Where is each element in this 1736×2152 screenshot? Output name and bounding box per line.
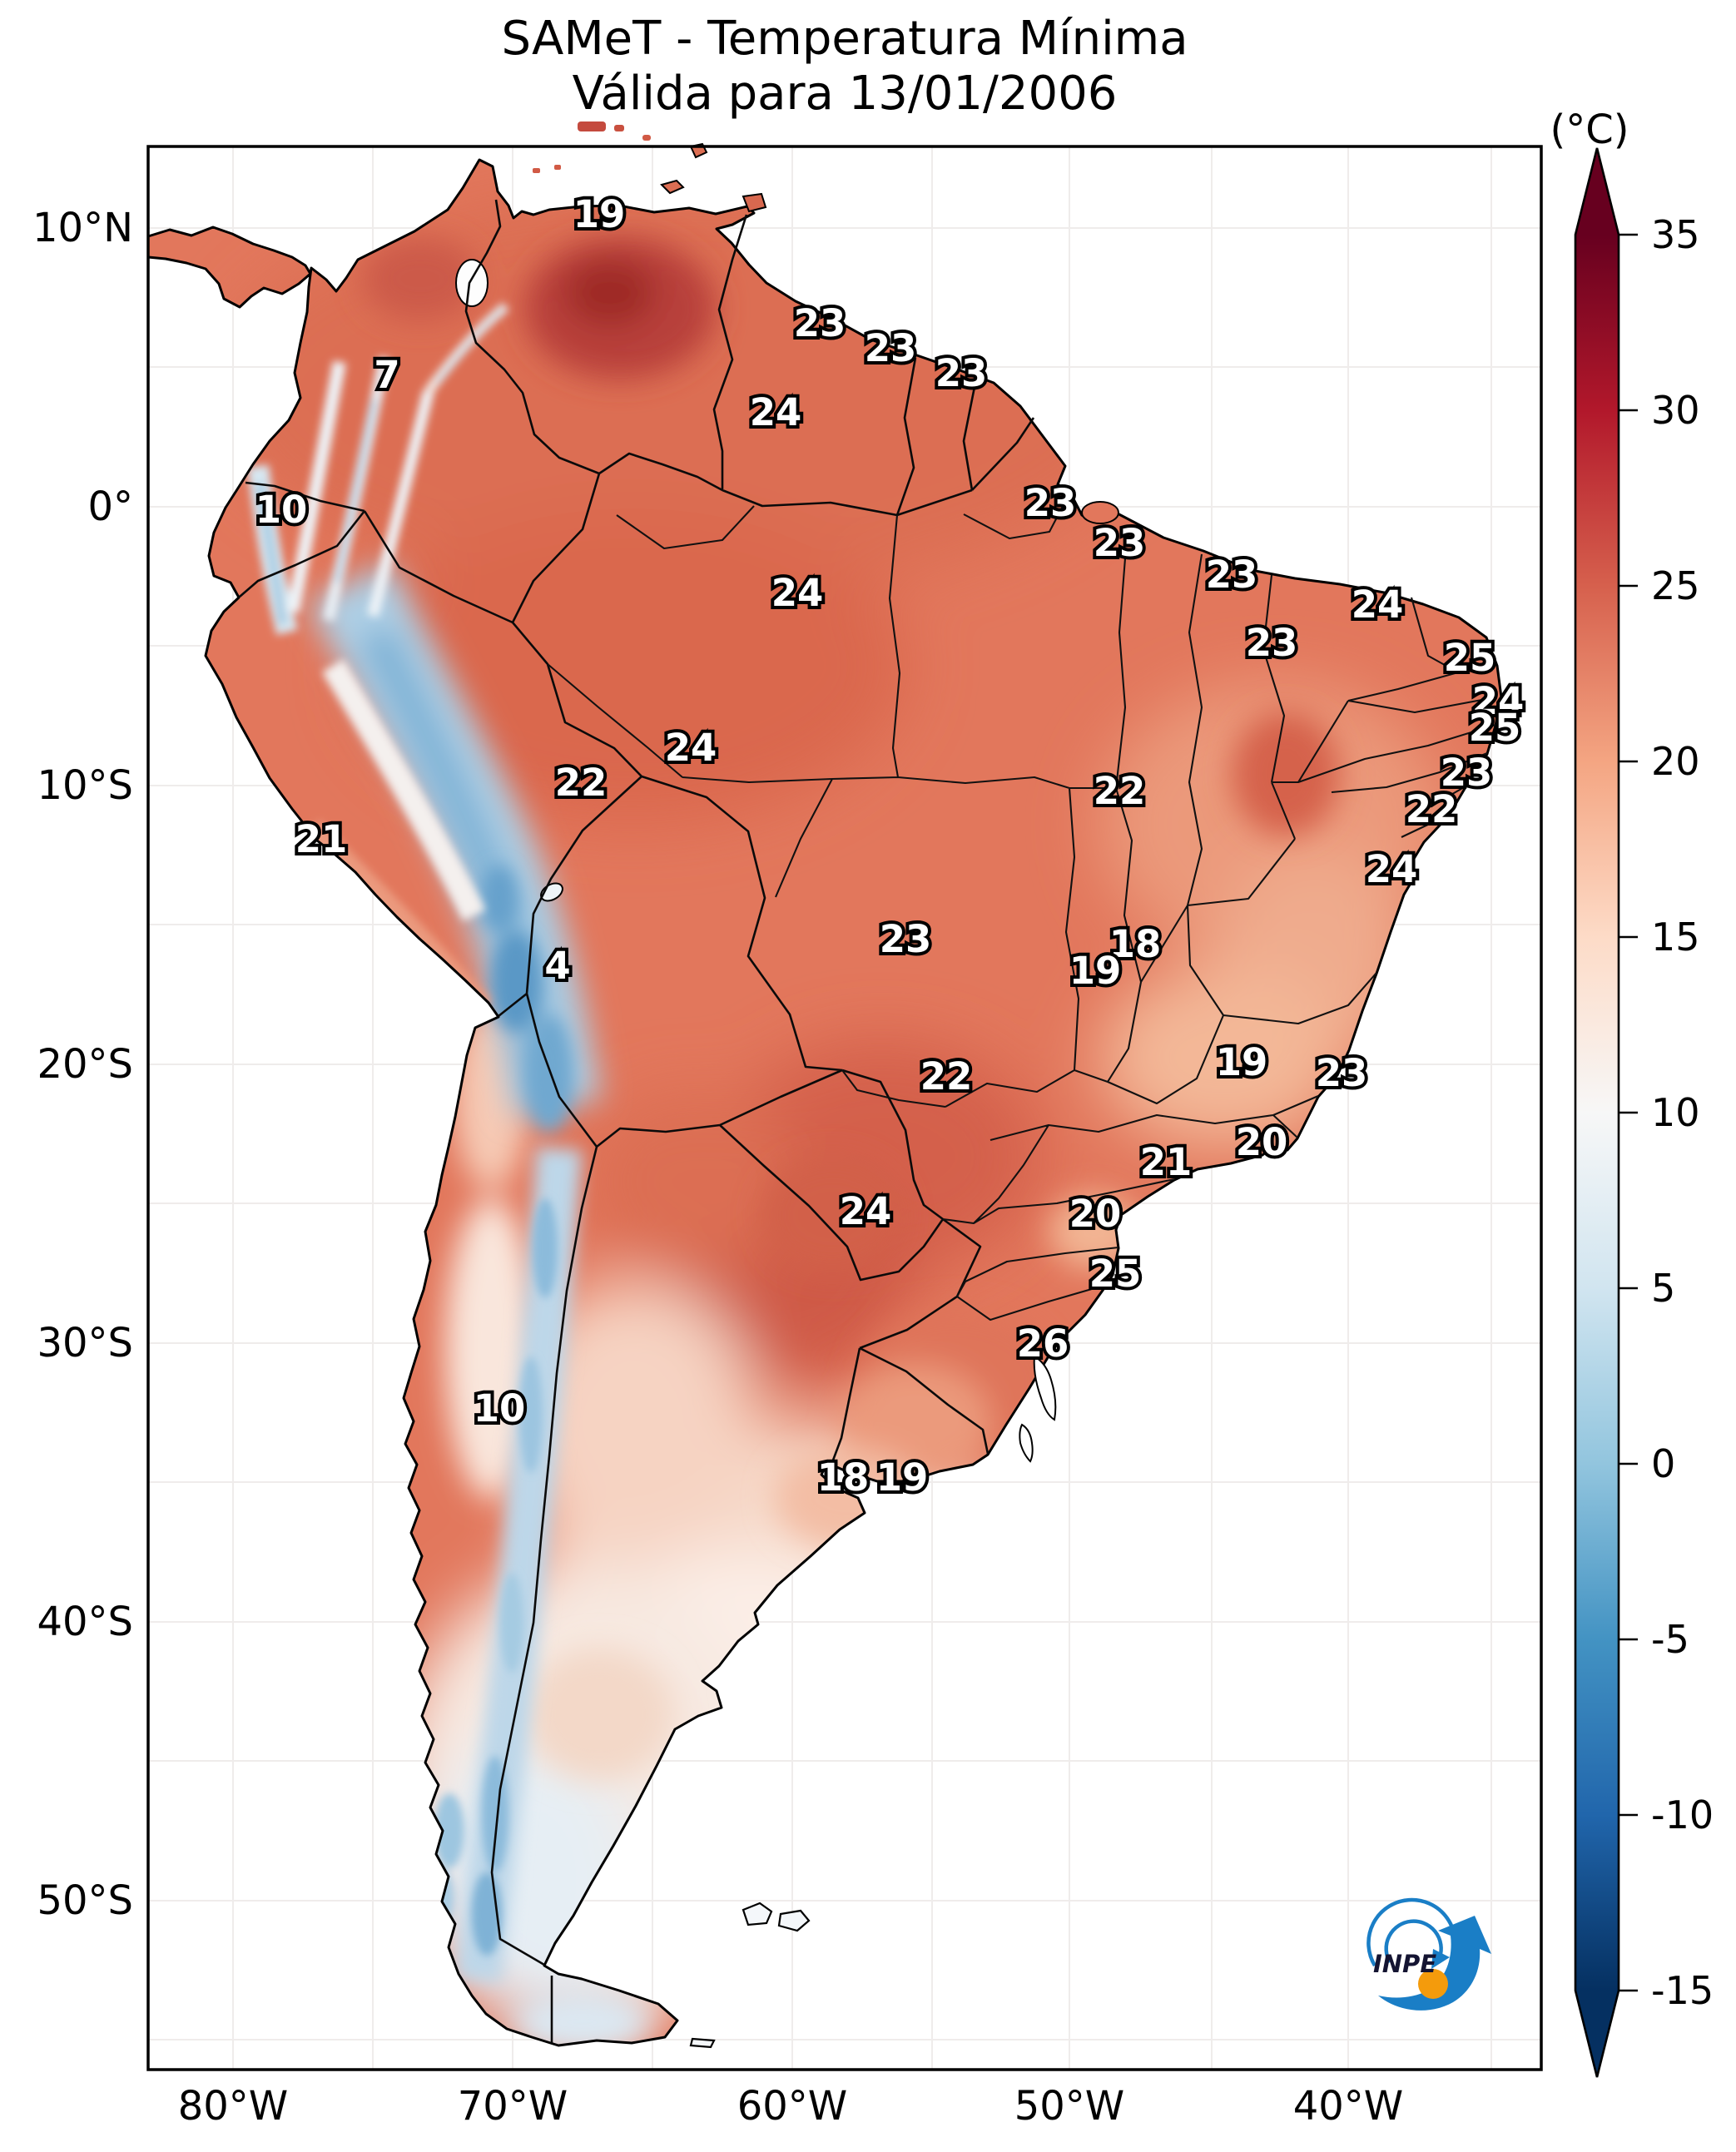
map-temp-label: 10 — [255, 488, 308, 532]
state-borders — [547, 491, 1496, 1321]
map-temp-label: 25 — [1444, 636, 1496, 680]
map-temp-label: 7 — [374, 353, 399, 397]
map-temp-label: 23 — [1024, 481, 1077, 525]
map-temp-label: 24 — [840, 1189, 892, 1233]
map-temp-label: 22 — [1094, 769, 1146, 813]
map-temp-label: 19 — [1069, 949, 1122, 993]
map-temp-label: 23 — [794, 301, 846, 345]
lat-tick-label: 50°S — [37, 1877, 133, 1924]
colorbar-tick-label: 5 — [1651, 1266, 1676, 1311]
colorbar-unit-label: (°C) — [1550, 107, 1629, 153]
inpe-logo-text: INPE — [1373, 1950, 1436, 1978]
map-temp-label: 10 — [474, 1386, 526, 1431]
lagoa-dos-patos — [1033, 1355, 1057, 1421]
lat-tick-label: 20°S — [37, 1041, 133, 1088]
colorbar-tick-label: 20 — [1651, 739, 1700, 784]
lat-tick-label: 40°S — [37, 1599, 133, 1645]
inpe-sun-icon — [1418, 1969, 1448, 1999]
map-temp-label: 25 — [1469, 706, 1521, 750]
map-temp-label: 23 — [880, 917, 932, 961]
map-temp-label: 26 — [1017, 1321, 1069, 1366]
map-temp-label: 23 — [1206, 553, 1258, 597]
map-temp-label: 23 — [1316, 1051, 1368, 1095]
title-line-2: Válida para 13/01/2006 — [572, 67, 1118, 121]
lon-tick-label: 40°W — [1292, 2083, 1404, 2130]
lat-tick-label: 0° — [87, 483, 133, 530]
lat-tick-label: 10°N — [32, 205, 133, 251]
map-temp-label: 18 — [1109, 922, 1162, 966]
map-temp-label: 20 — [1236, 1120, 1288, 1164]
caribbean-islands — [533, 121, 767, 213]
map-temp-label: 19 — [876, 1455, 929, 1500]
map-temp-label: 22 — [920, 1054, 973, 1098]
map-temp-label: 24 — [750, 390, 802, 434]
coastline — [147, 158, 1503, 2047]
lake-maracaibo — [455, 259, 489, 307]
inpe-swoosh-inner-icon — [1384, 1919, 1443, 1964]
map-temp-label: 24 — [1352, 583, 1404, 627]
map-temp-label: 19 — [1216, 1040, 1268, 1084]
colorbar — [1574, 147, 1638, 2078]
lon-tick-label: 50°W — [1014, 2083, 1125, 2130]
map-temp-label: 21 — [1140, 1140, 1193, 1184]
colorbar-tick-label: -5 — [1651, 1617, 1689, 1662]
colorbar-tick-label: 30 — [1651, 388, 1700, 433]
inpe-logo: INPE — [1366, 1897, 1491, 2011]
map-temp-label: 4 — [544, 944, 570, 988]
falkland-islands — [689, 1902, 811, 2049]
land-temperature-field — [147, 121, 1503, 2049]
inpe-arrow-icon — [1378, 1916, 1491, 2011]
lagoa-mirim — [1019, 1423, 1034, 1463]
map-frame — [146, 145, 1543, 2071]
colorbar-tick-label: 25 — [1651, 563, 1700, 608]
colorbar-tick-label: -15 — [1651, 1968, 1714, 2013]
map-temp-label: 24 — [1472, 679, 1525, 723]
lon-tick-label: 70°W — [457, 2083, 568, 2130]
map-temp-label: 22 — [1406, 787, 1458, 831]
map-temp-label: 19 — [573, 192, 626, 236]
map-temp-label: 23 — [1094, 521, 1146, 565]
map-temp-label: 25 — [1089, 1252, 1142, 1296]
colorbar-tick-label: -10 — [1651, 1793, 1714, 1837]
map-temp-label: 23 — [1441, 751, 1493, 795]
map-temp-label: 23 — [1246, 621, 1298, 665]
title-line-1: SAMeT - Temperatura Mínima — [501, 12, 1188, 66]
colorbar-tick-label: 15 — [1651, 915, 1700, 959]
map-temp-label: 24 — [1366, 847, 1418, 891]
map-temp-label: 22 — [555, 761, 608, 805]
lakes — [455, 259, 1119, 1463]
lon-tick-label: 60°W — [737, 2083, 848, 2130]
map-temp-label: 20 — [1069, 1192, 1122, 1236]
map-temp-label: 24 — [665, 726, 717, 770]
map-temp-label: 23 — [865, 326, 917, 370]
inpe-swoosh-arrowhead-icon — [1431, 1949, 1450, 1969]
lon-tick-label: 80°W — [177, 2083, 289, 2130]
map-temp-label: 18 — [817, 1455, 870, 1500]
map-temp-label: 24 — [771, 571, 824, 615]
lat-tick-label: 10°S — [37, 762, 133, 809]
lat-tick-label: 30°S — [37, 1320, 133, 1366]
marajo-island — [1081, 501, 1119, 524]
figure-title: SAMeT - Temperatura Mínima Válida para 1… — [148, 12, 1541, 121]
colorbar-tick-label: 10 — [1651, 1090, 1700, 1135]
colorbar-tick-marks — [1619, 233, 1638, 1992]
map-temp-label: 21 — [295, 817, 348, 861]
map-temp-label: 23 — [935, 351, 988, 395]
colorbar-bar — [1574, 147, 1620, 2078]
colorbar-tick-label: 0 — [1651, 1441, 1676, 1486]
colorbar-tick-label: 35 — [1651, 212, 1700, 257]
